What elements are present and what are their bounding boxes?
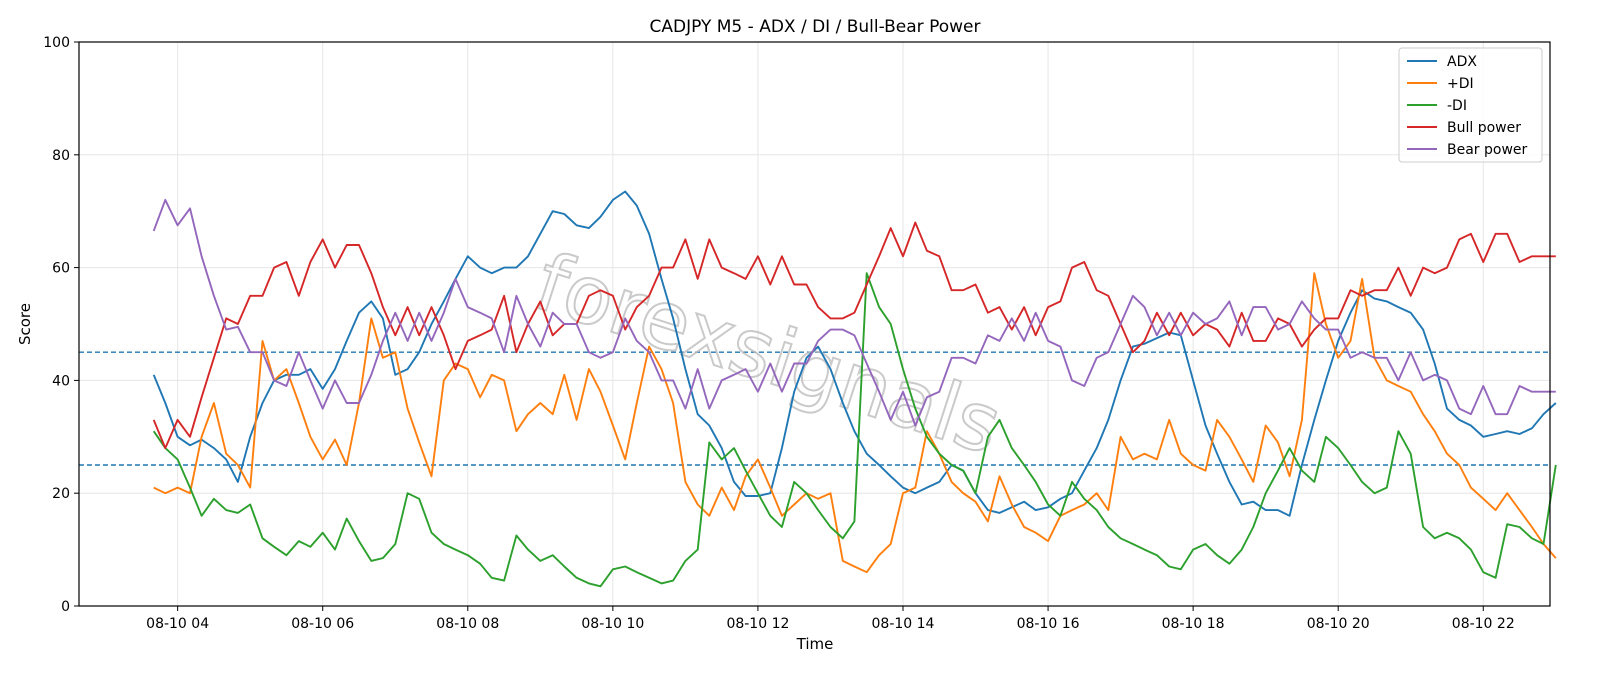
series-line-adx xyxy=(152,190,1557,517)
x-tick-label: 08-10 06 xyxy=(291,616,354,632)
series-line-plusminus-di xyxy=(153,272,1557,574)
x-axis-ticks: 08-10 04 08-10 06 08-10 08 08-10 10 08-10 12… xyxy=(146,606,1515,632)
y-tick-label: 60 xyxy=(52,261,70,277)
x-tick-label: 08-10 08 xyxy=(436,616,499,632)
legend-label: +DI xyxy=(1447,76,1474,92)
x-tick-label: 08-10 20 xyxy=(1307,616,1370,632)
legend-box xyxy=(1398,47,1543,163)
y-tick-label: 80 xyxy=(52,148,70,164)
x-tick-label: 08-10 16 xyxy=(1017,616,1080,632)
y-tick-label: 40 xyxy=(52,373,70,389)
y-axis-ticks: 0 20 40 60 80 100 xyxy=(43,35,79,615)
legend-label: Bear power xyxy=(1447,142,1528,158)
x-tick-label: 08-10 14 xyxy=(872,616,935,632)
y-tick-label: 20 xyxy=(52,486,70,502)
x-tick-label: 08-10 18 xyxy=(1162,616,1225,632)
x-tick-label: 08-10 12 xyxy=(726,616,789,632)
y-tick-label: 100 xyxy=(43,35,70,51)
legend-label: ADX xyxy=(1447,54,1477,70)
x-tick-label: 08-10 10 xyxy=(581,616,644,632)
plot-frame xyxy=(78,41,1551,607)
series-line-minus-di xyxy=(152,272,1557,588)
x-tick-label: 08-10 22 xyxy=(1452,616,1515,632)
chart-title: CADJPY M5 - ADX / DI / Bull-Bear Power xyxy=(650,17,981,37)
x-tick-label: 08-10 04 xyxy=(146,616,209,632)
series-line-bull-power xyxy=(152,221,1556,450)
x-axis-label: Time xyxy=(796,635,834,653)
series-line-bear-power xyxy=(152,198,1556,427)
series-lines xyxy=(152,190,1557,588)
legend-label: -DI xyxy=(1447,98,1467,114)
y-axis-label: Score xyxy=(16,303,34,345)
legend-label: Bull power xyxy=(1447,120,1521,136)
reference-lines xyxy=(79,351,1550,466)
y-tick-label: 0 xyxy=(61,599,70,615)
legend: ADX +DI -DI Bull power Bear power xyxy=(1398,47,1543,163)
